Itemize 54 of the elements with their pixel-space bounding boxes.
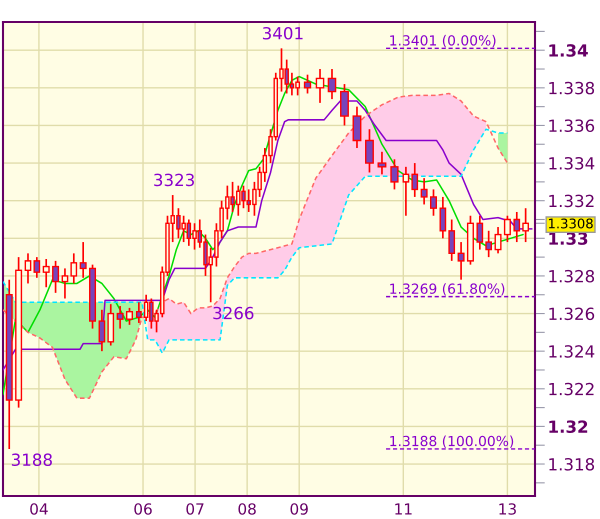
x-tick-label: 11 [395, 503, 412, 515]
x-tick-label: 13 [499, 503, 516, 515]
annotation: 3266 [213, 306, 254, 320]
candlestick [80, 241, 87, 279]
y-tick-label: 1.34 [549, 44, 588, 57]
candlestick [476, 214, 484, 250]
y-tick-label: 1.32 [549, 420, 588, 433]
candlestick [42, 258, 50, 288]
y-tick-label: 1.322 [549, 382, 594, 396]
candlestick [116, 305, 124, 330]
x-tick-label: 08 [238, 503, 256, 515]
ref-line-label: 1.3269 (61.80%) [390, 283, 504, 296]
candlestick [485, 230, 492, 258]
candlestick [70, 252, 78, 284]
candlestick [430, 188, 437, 217]
candlestick [440, 196, 446, 240]
y-tick-label: 1.336 [549, 119, 594, 132]
candlestick [513, 211, 520, 243]
y-tick-label: 1.324 [549, 345, 594, 358]
y-tick-label: 1.334 [549, 157, 594, 170]
candlestick [448, 218, 456, 262]
candlestick [62, 268, 68, 300]
candlestick [522, 207, 529, 243]
annotation: 3323 [154, 174, 194, 186]
x-tick-label: 07 [186, 503, 204, 515]
line-series [3, 100, 533, 371]
candlestick [52, 260, 60, 294]
y-tick-label: 1.318 [549, 458, 594, 471]
candlestick [420, 177, 428, 206]
candlestick [304, 74, 312, 94]
candlestick [136, 301, 142, 324]
candlestick [126, 307, 133, 326]
candlestick [494, 226, 502, 254]
y-tick-label: 1.326 [549, 308, 594, 320]
ref-line-label: 1.3401 (0.00%) [390, 34, 496, 48]
candlestick [411, 162, 418, 198]
line-series [3, 128, 508, 354]
x-tick-label: 06 [134, 503, 152, 515]
annotation: 3401 [262, 26, 303, 40]
candlestick [98, 308, 106, 352]
candlestick [402, 166, 410, 217]
ref-line-label: 1.3188 (100.00%) [390, 436, 514, 448]
candlestick [458, 241, 465, 281]
y-tick-label: 1.332 [549, 194, 594, 208]
x-tick-label: 09 [290, 503, 308, 515]
annotation: 3188 [12, 453, 52, 466]
candlestick [504, 214, 511, 243]
y-tick-label: 1.338 [549, 82, 594, 94]
y-tick-label: 1.3308 [548, 218, 593, 228]
y-tick-label: 1.328 [549, 270, 594, 282]
candlestick [24, 252, 32, 284]
y-tick-label: 1.33 [549, 232, 588, 245]
candlestick [33, 256, 40, 279]
x-tick-label: 04 [30, 503, 48, 515]
